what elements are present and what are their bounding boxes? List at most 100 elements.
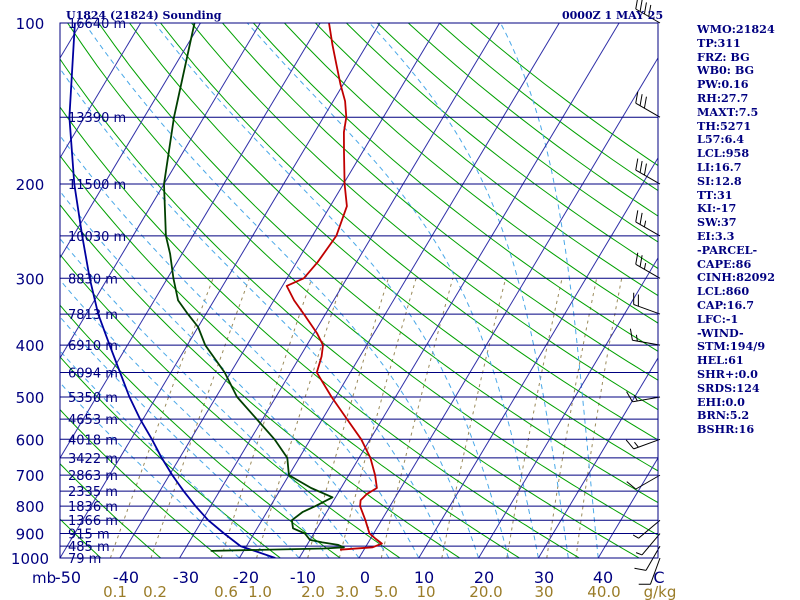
- index-line: HEL:61: [697, 353, 744, 368]
- index-line: TT:31: [697, 187, 733, 202]
- temperature-tick-label: -50: [55, 568, 81, 587]
- wind-barb: [635, 158, 661, 185]
- temperature-tick-label: -30: [173, 568, 199, 587]
- wind-barb-flag: [625, 439, 635, 450]
- pressure-tick-label: 600: [16, 431, 45, 449]
- wind-barb-flag: [635, 252, 639, 265]
- mixing-ratio-line: [256, 278, 344, 558]
- mixing-ratio-line: [307, 278, 389, 558]
- index-line: LI:16.7: [697, 159, 742, 174]
- mixing-ratio-tick-label: 5.0: [374, 583, 398, 600]
- wind-barb-flag: [639, 94, 643, 106]
- isotherm-line: [60, 23, 381, 558]
- wind-barb-flag: [635, 210, 639, 222]
- mixing-ratio-line: [380, 278, 454, 558]
- wind-barb-flag: [626, 391, 633, 403]
- height-label: 79 m: [68, 552, 101, 567]
- wind-barb: [625, 438, 661, 450]
- temperature-tick-label: -20: [233, 568, 259, 587]
- isotherm-line: [60, 23, 261, 359]
- wind-barb-half-flag: [643, 262, 647, 270]
- wind-barb-flag: [643, 163, 647, 176]
- wind-barb-flag: [629, 328, 633, 341]
- mixing-ratio-unit-label: g/kg: [644, 583, 677, 600]
- mixing-ratio-tick-label: 2.0: [301, 583, 325, 600]
- wind-barb-half-flag: [632, 534, 639, 539]
- height-label: 4653 m: [68, 413, 118, 428]
- wind-barb-staff: [635, 474, 661, 490]
- height-label: 2863 m: [68, 469, 118, 484]
- index-line: EI:3.3: [697, 228, 735, 243]
- dewpoint-trace-line: [163, 23, 345, 552]
- wind-barb: [626, 391, 661, 403]
- temperature-axis-labels: -50 -40 -30 -20 -10 0 10 20 30 40 C: [55, 568, 665, 587]
- temperature-trace: [285, 23, 383, 551]
- pressure-tick-label: 800: [16, 498, 45, 516]
- height-labels: 16640 m 13390 m 11500 m 10030 m 8830 m 7813 m…: [68, 17, 126, 567]
- plot-frame: [59, 22, 659, 559]
- isobars: [60, 22, 658, 559]
- mixing-ratio-line: [575, 278, 623, 558]
- pressure-tick-label: 200: [16, 176, 45, 194]
- wind-barb-flag: [626, 481, 637, 490]
- height-label: 10030 m: [68, 230, 126, 245]
- index-line: TP:311: [697, 35, 741, 50]
- wind-barb: [633, 292, 661, 315]
- pressure-tick-label: 400: [16, 337, 45, 355]
- wind-barb-flag: [635, 91, 639, 104]
- wind-barb-staff: [638, 519, 661, 539]
- isotherm-line: [60, 23, 142, 159]
- isotherm-line: [179, 23, 500, 558]
- isotherm-line: [478, 256, 658, 558]
- index-line: KI:-17: [697, 201, 737, 216]
- pressure-tick-label: 100: [16, 15, 45, 33]
- height-label: 6094 m: [68, 366, 118, 381]
- index-line: STM:194/9: [697, 339, 766, 354]
- index-line: EHI:0.0: [697, 394, 745, 409]
- isotherm-line: [358, 56, 658, 558]
- wind-barb-half-flag: [635, 552, 643, 556]
- mixing-ratio-axis-labels: 0.1 0.2 0.6 1.0 2.0 3.0 5.0 10 20.0 30 40.0 g/kg: [103, 583, 676, 600]
- mixing-ratio-tick-label: 0.1: [103, 583, 127, 600]
- mixing-ratio-tick-label: 0.2: [143, 583, 167, 600]
- wind-barb-flag: [639, 255, 643, 267]
- dewpoint-trace: [163, 23, 345, 552]
- temperature-trace-line: [285, 23, 383, 551]
- index-line: MAXT:7.5: [697, 104, 759, 119]
- index-line: L57:6.4: [697, 132, 745, 147]
- wind-barb-flag: [643, 96, 647, 109]
- parcel-trace-line: [68, 23, 276, 558]
- mixing-ratio-tick-label: 20.0: [469, 583, 502, 600]
- wind-barb-flag: [634, 567, 647, 571]
- temperature-tick-label: 10: [414, 568, 434, 587]
- height-label: 1836 m: [68, 500, 118, 515]
- index-line: LFC:-1: [697, 311, 739, 326]
- wind-barb-staff: [641, 533, 661, 556]
- wind-barb-half-flag: [635, 334, 638, 342]
- temperature-tick-label: -10: [290, 568, 316, 587]
- index-line: TH:5271: [697, 118, 752, 133]
- height-label: 5350 m: [68, 391, 118, 406]
- wind-barb: [635, 210, 661, 237]
- valid-time: 0000Z 1 MAY 25: [562, 9, 664, 22]
- pressure-tick-label: 1000: [11, 550, 49, 568]
- height-label: 16640 m: [68, 17, 126, 32]
- wind-barb: [629, 328, 661, 346]
- mixing-ratio-tick-label: 10: [416, 583, 435, 600]
- wind-barb: [635, 0, 661, 24]
- height-label: 485 m: [68, 540, 110, 555]
- index-line: CAPE:86: [697, 256, 752, 271]
- height-label: 4018 m: [68, 433, 118, 448]
- index-line: LCL:860: [697, 284, 750, 299]
- index-line: LCL:958: [697, 146, 750, 161]
- parcel-trace: [68, 23, 276, 558]
- height-label: 7813 m: [68, 308, 118, 323]
- sounding-title: U1824 (21824) Sounding: [66, 9, 222, 22]
- mixing-ratio-tick-label: 30: [534, 583, 553, 600]
- mixing-ratio-tick-label: 40.0: [587, 583, 620, 600]
- height-label: 13390 m: [68, 111, 126, 126]
- wind-barb: [632, 519, 661, 539]
- temperature-tick-label: 30: [534, 568, 554, 587]
